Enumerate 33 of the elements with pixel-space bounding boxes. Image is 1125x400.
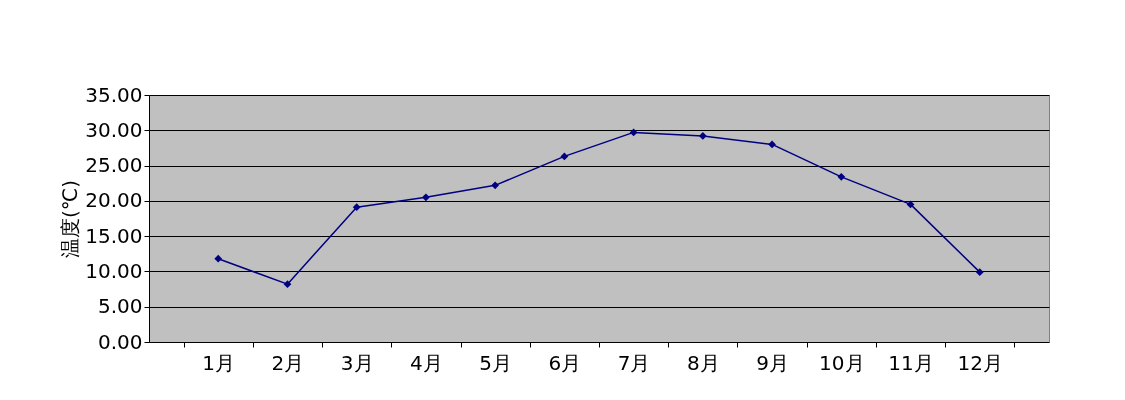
point — [352, 203, 361, 212]
x-tick-label: 8月 — [686, 350, 720, 375]
y-tick-label: 0.00 — [97, 329, 143, 354]
x-tick-label: 1月 — [202, 350, 236, 375]
point — [422, 193, 430, 202]
x-tick-label: 3月 — [340, 350, 374, 375]
point — [629, 128, 638, 137]
y-tick-label: 5.00 — [97, 294, 143, 319]
y-tick-label: 10.00 — [85, 258, 143, 283]
y-tick-label: 35.00 — [85, 82, 143, 107]
y-tick-label: 15.00 — [85, 223, 143, 248]
x-tick-label: 9月 — [756, 350, 789, 375]
x-tick-label: 7月 — [617, 350, 651, 375]
y-tick-label: 20.00 — [85, 188, 143, 213]
x-tick-label: 10月 — [819, 350, 865, 375]
point — [491, 181, 500, 190]
point — [698, 132, 707, 140]
point — [560, 152, 569, 161]
point — [975, 268, 984, 277]
x-tick-label: 2月 — [271, 350, 305, 375]
x-tick-label: 6月 — [548, 350, 582, 375]
x-tick-label: 5月 — [479, 350, 513, 375]
point — [214, 254, 223, 263]
y-axis-title: 温度(℃) — [58, 179, 83, 259]
x-tick-label: 4月 — [410, 350, 443, 375]
point — [768, 140, 776, 149]
point — [837, 172, 846, 181]
x-tick-label: 11月 — [888, 350, 934, 375]
point — [906, 200, 915, 209]
x-tick-label: 12月 — [957, 350, 1003, 375]
point — [283, 280, 292, 288]
y-tick-label: 25.00 — [85, 153, 143, 178]
y-tick-label: 30.00 — [85, 117, 143, 142]
